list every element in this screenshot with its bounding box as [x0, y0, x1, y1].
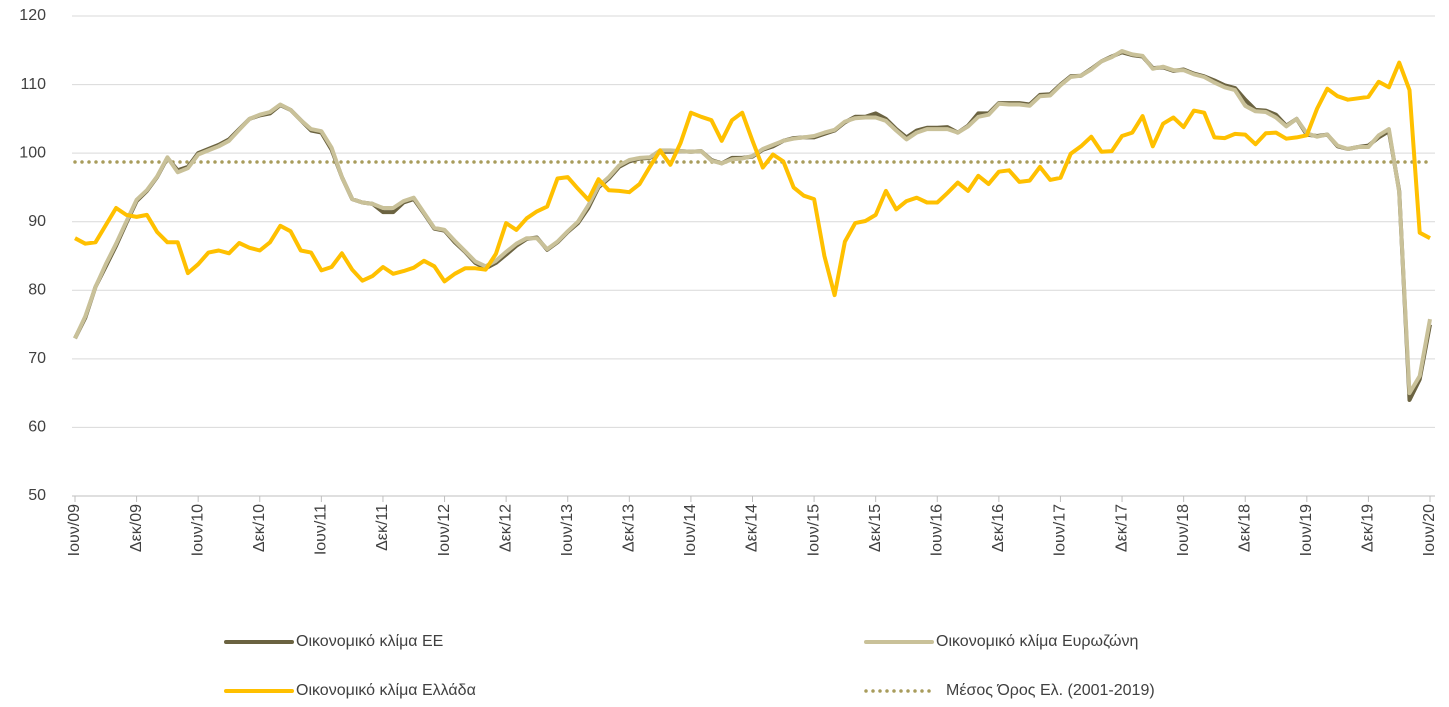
- x-tick-label: Ιουν/16: [928, 504, 945, 556]
- x-tick-label: Δεκ/11: [374, 504, 391, 551]
- x-tick-label: Ιουν/09: [66, 504, 83, 556]
- x-tick-label: Δεκ/19: [1360, 504, 1377, 552]
- x-tick-label: Δεκ/14: [744, 504, 761, 552]
- series-line: [73, 49, 1432, 396]
- y-tick-label: 50: [28, 487, 46, 504]
- y-tick-label: 100: [19, 144, 46, 161]
- y-tick-label: 110: [20, 76, 46, 93]
- y-tick-label: 70: [28, 350, 46, 367]
- x-tick-label: Δεκ/16: [990, 504, 1007, 552]
- x-tick-label: Δεκ/09: [128, 504, 145, 552]
- x-tick-label: Ιουν/10: [189, 504, 206, 556]
- x-tick-label: Ιουν/19: [1298, 504, 1315, 556]
- legend-label: Οικονομικό κλίμα Ευρωζώνη: [936, 633, 1138, 650]
- y-tick-label: 60: [28, 419, 46, 436]
- x-tick-label: Ιουν/11: [313, 504, 330, 555]
- legend-label: Μέσος Όρος Ελ. (2001-2019): [946, 682, 1155, 699]
- x-tick-label: Ιουν/12: [436, 504, 453, 556]
- x-tick-label: Δεκ/18: [1236, 504, 1253, 552]
- x-tick-label: Ιουν/20: [1421, 504, 1438, 556]
- x-tick-label: Δεκ/17: [1113, 504, 1130, 552]
- x-tick-label: Δεκ/15: [867, 504, 884, 552]
- legend-label: Οικονομικό κλίμα Ελλάδα: [296, 682, 476, 699]
- x-tick-label: Ιουν/14: [682, 504, 699, 556]
- y-tick-label: 80: [28, 282, 46, 299]
- y-tick-label: 90: [28, 213, 46, 230]
- x-tick-label: Ιουν/18: [1175, 504, 1192, 556]
- series-line: [74, 60, 1431, 298]
- x-tick-label: Δεκ/12: [497, 504, 514, 552]
- x-tick-label: Ιουν/17: [1052, 504, 1069, 556]
- y-tick-label: 120: [19, 7, 46, 24]
- x-tick-label: Δεκ/10: [251, 504, 268, 552]
- x-tick-label: Ιουν/13: [559, 504, 576, 556]
- legend-label: Οικονομικό κλίμα ΕΕ: [296, 633, 443, 650]
- x-tick-label: Δεκ/13: [621, 504, 638, 552]
- x-tick-label: Ιουν/15: [805, 504, 822, 556]
